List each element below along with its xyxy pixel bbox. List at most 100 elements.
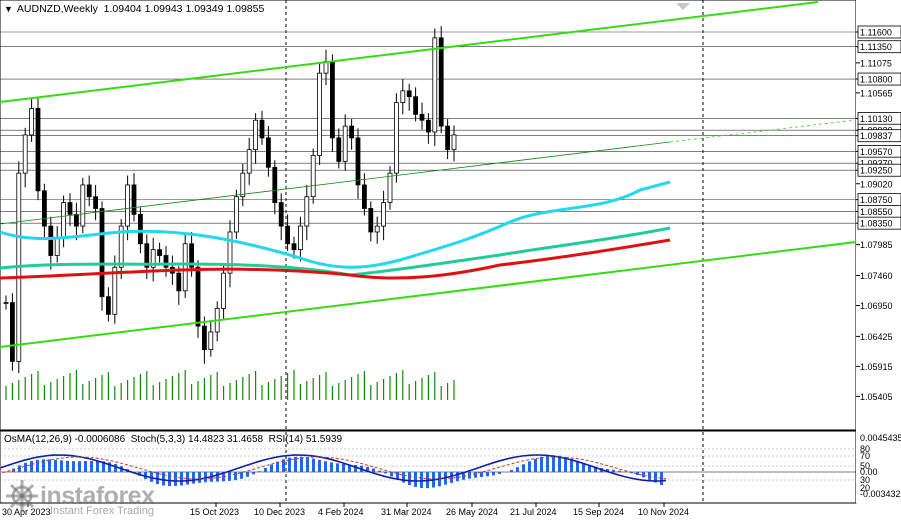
candle-body <box>112 266 118 315</box>
osma-bar <box>366 466 369 472</box>
osma-bar <box>168 472 171 487</box>
osma-bar <box>474 472 477 478</box>
candle-body <box>419 113 425 121</box>
osma-bar <box>486 472 489 477</box>
osma-bar <box>660 472 663 486</box>
logo-tagline: Instant Forex Trading <box>50 505 154 517</box>
candle-body <box>144 243 150 268</box>
candle-body <box>253 119 259 151</box>
time-label: 15 Oct 2023 <box>190 507 239 517</box>
osma-bar <box>78 461 81 472</box>
osma-bar <box>558 455 561 472</box>
moving-average-slow[interactable] <box>0 238 671 280</box>
rsi-label: RSI(14) 51.5939 <box>268 434 343 445</box>
channel-mid-projection[interactable] <box>669 119 857 143</box>
collapse-arrow-icon[interactable]: ▼ <box>4 4 13 14</box>
price-level-label: 1.10800 <box>860 75 893 85</box>
time-label: 31 Mar 2024 <box>381 507 432 517</box>
candle-body <box>425 119 431 133</box>
candle-body <box>201 325 207 351</box>
osma-bar <box>312 458 315 472</box>
osma-bar <box>510 469 513 472</box>
candle-body <box>118 225 124 268</box>
osma-bar <box>564 457 567 472</box>
osma-bar <box>606 469 609 472</box>
price-level-label: 1.11075 <box>860 58 892 68</box>
time-label: 10 Dec 2023 <box>254 507 305 517</box>
candle-body <box>246 149 252 174</box>
candle-body <box>342 125 348 162</box>
price-level-label: 1.11350 <box>860 42 892 52</box>
osma-bar <box>648 472 651 480</box>
channel-upper-line[interactable] <box>0 1 819 103</box>
candle-body <box>35 108 41 192</box>
candle-body <box>349 125 355 139</box>
price-level-label: 1.09370 <box>860 159 893 169</box>
osma-bar <box>546 455 549 472</box>
oscillator-header: OsMA(12,26,9) -0.0006086 Stoch(5,3,3) 14… <box>4 434 342 445</box>
price-level-label: 1.08350 <box>860 219 893 229</box>
candle-body <box>182 243 188 292</box>
time-label: 21 Jul 2024 <box>510 507 557 517</box>
logo-brand: instaforex <box>40 481 155 510</box>
candle-body <box>233 196 239 233</box>
moving-average-fast[interactable] <box>0 180 671 269</box>
candle-body <box>304 196 310 227</box>
osc-scale-label: -0.0034329 <box>860 489 901 499</box>
osc-scale-label: 70 <box>860 451 870 461</box>
osma-bar <box>84 461 87 472</box>
channel-mid-line[interactable] <box>0 141 671 225</box>
stoch-label: Stoch(5,3,3) 14.4823 31.4658 <box>130 434 264 445</box>
stochastic-main-line <box>0 454 667 482</box>
stochastic-signal-line <box>0 456 667 480</box>
channel-lower-line[interactable] <box>0 241 857 348</box>
price-level-label: 1.05405 <box>860 392 893 402</box>
osma-bar <box>540 456 543 472</box>
instaforex-logo: instaforex Instant Forex Trading <box>4 478 155 517</box>
osma-bar <box>294 456 297 472</box>
osma-bar <box>240 472 243 479</box>
osma-bar <box>396 472 399 480</box>
candle-body <box>48 225 54 256</box>
candle-body <box>413 96 419 115</box>
candle-body <box>393 102 399 174</box>
osma-bar <box>234 472 237 481</box>
osma-bar <box>570 458 573 472</box>
osma-bar <box>72 461 75 472</box>
candle-body <box>99 208 105 298</box>
osma-bar <box>642 472 645 478</box>
scroll-marker-icon[interactable] <box>676 3 690 10</box>
candle-body <box>3 302 9 304</box>
osma-bar <box>192 472 195 484</box>
osma-bar <box>216 472 219 482</box>
osma-bar <box>156 472 159 485</box>
symbol-timeframe: AUDNZD,Weekly <box>16 3 98 15</box>
osma-bar <box>318 459 321 472</box>
price-level-box <box>857 40 901 54</box>
symbol-header: ▼ AUDNZD,Weekly 1.09404 1.09943 1.09349 1… <box>4 3 264 15</box>
candle-body <box>259 119 265 139</box>
osma-bar <box>612 469 615 472</box>
osma-bar <box>354 465 357 472</box>
candle-body <box>278 202 284 227</box>
osma-bar <box>30 460 33 472</box>
osma-bar <box>324 461 327 472</box>
candle-body <box>438 37 444 127</box>
price-level-label: 1.07985 <box>860 240 893 250</box>
osma-bar <box>516 467 519 472</box>
candle-body <box>400 90 406 103</box>
osma-bar <box>186 472 189 485</box>
time-label: 15 Sep 2024 <box>573 507 624 517</box>
osma-bar <box>282 459 285 472</box>
candle-body <box>131 184 137 215</box>
candle-body <box>80 184 86 227</box>
osma-bar <box>462 472 465 480</box>
price-level-label: 1.11600 <box>860 28 892 38</box>
osma-bar <box>336 463 339 472</box>
osma-bar <box>402 472 405 483</box>
candle-body <box>208 331 214 351</box>
osma-bar <box>36 459 39 472</box>
candle-body <box>355 137 361 186</box>
price-level-label: 1.06950 <box>860 301 893 311</box>
